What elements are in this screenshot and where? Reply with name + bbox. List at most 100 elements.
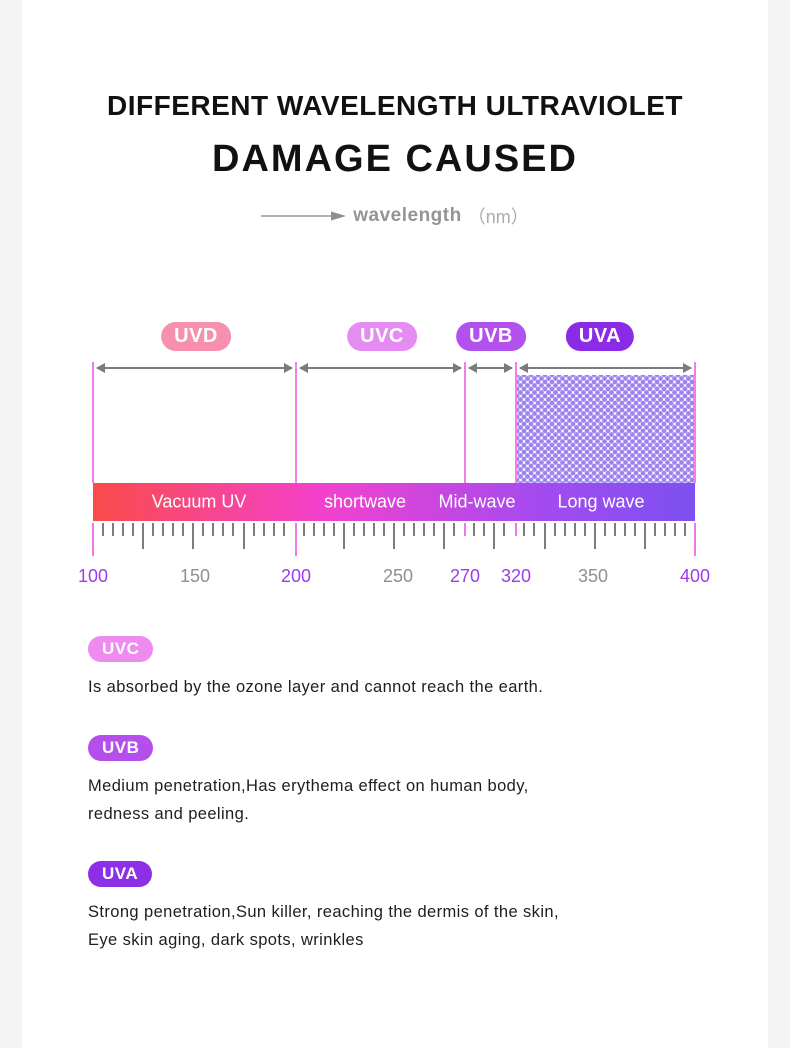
boundary-line-4 <box>694 362 696 483</box>
ruler-tick <box>483 523 486 536</box>
uv-spectrum-chart: Vacuum UV shortwave Mid-wave Long wave UVD U… <box>78 322 710 602</box>
ruler-tick <box>683 523 686 536</box>
ruler-tick <box>182 523 185 536</box>
section-badge-uvb: UVB <box>88 735 154 761</box>
description-section-uvb: UVB Medium penetration,Has erythema effec… <box>88 735 708 828</box>
description-section-uva: UVA Strong penetration,Sun killer, reachi… <box>88 861 708 954</box>
section-badge-uva: UVA <box>88 861 153 887</box>
segment-arrow-uva <box>519 363 692 373</box>
tick-label-200: 200 <box>280 566 312 586</box>
axis-caption-unit: （nm） <box>467 207 529 227</box>
ruler-tick <box>342 523 345 549</box>
ruler-tick <box>533 523 536 536</box>
tick-label-400: 400 <box>679 566 711 586</box>
ruler-tick <box>503 523 506 536</box>
ruler-tick <box>393 523 395 549</box>
ruler-tick <box>643 523 646 549</box>
ruler-tick-boundary <box>515 523 517 536</box>
ruler-tick <box>603 523 606 536</box>
ruler-tick <box>142 523 145 549</box>
ruler-tick <box>312 523 315 536</box>
axis-caption-text: wavelength <box>353 205 462 226</box>
ruler-tick <box>493 523 496 549</box>
ruler-tick-boundary <box>464 523 466 536</box>
ruler-tick-boundary <box>694 523 696 556</box>
ruler-tick <box>543 523 546 549</box>
tick-label-150: 150 <box>179 566 211 586</box>
ruler-tick <box>433 523 436 536</box>
description-section-uvc: UVC Is absorbed by the ozone layer and ca… <box>88 636 708 701</box>
ruler-tick <box>443 523 446 549</box>
axis-caption: wavelength （nm） <box>22 203 768 229</box>
ruler-tick <box>252 523 255 536</box>
tick-label-350: 350 <box>577 566 609 586</box>
ruler-tick <box>132 523 135 536</box>
segment-arrow-uvb <box>468 363 513 373</box>
page-title-line2: DAMAGE CAUSED <box>212 138 578 180</box>
ruler-tick <box>453 523 456 536</box>
band-badge-uva: UVA <box>565 322 635 351</box>
section-text-uvb: Medium penetration,Has erythema effect o… <box>88 777 529 823</box>
ruler-tick <box>623 523 626 536</box>
ruler-tick <box>262 523 265 536</box>
page-title-line1: DIFFERENT WAVELENGTH ULTRAVIOLET <box>107 90 683 121</box>
ruler-tick <box>403 523 406 536</box>
ruler-tick <box>102 523 105 536</box>
ruler-tick <box>663 523 666 536</box>
ruler-tick <box>222 523 225 536</box>
ruler-tick <box>372 523 375 536</box>
ruler-tick <box>232 523 235 536</box>
section-text-uva: Strong penetration,Sun killer, reaching … <box>88 903 559 949</box>
ruler-tick <box>202 523 205 536</box>
ruler-tick <box>382 523 385 536</box>
boundary-line-0 <box>92 362 94 483</box>
ruler-tick <box>673 523 676 536</box>
tick-label-270: 270 <box>449 566 481 586</box>
ruler-tick <box>413 523 416 536</box>
ruler-tick <box>272 523 275 536</box>
tick-label-250: 250 <box>382 566 414 586</box>
band-badge-uvd: UVD <box>161 322 231 351</box>
zone-label-0: Vacuum UV <box>151 491 247 512</box>
ruler-tick <box>212 523 215 536</box>
ruler-tick <box>282 523 285 536</box>
ruler-tick <box>302 523 305 536</box>
uva-hatched-region <box>517 375 695 483</box>
ruler-tick <box>653 523 656 536</box>
band-badge-uvc: UVC <box>347 322 417 351</box>
infographic-card: DIFFERENT WAVELENGTH ULTRAVIOLET DAMAGE … <box>22 0 768 1048</box>
right-arrow-icon <box>261 210 347 222</box>
zone-label-1: shortwave <box>323 491 407 512</box>
band-badge-uvb: UVB <box>456 322 526 351</box>
ruler-tick <box>523 523 526 536</box>
section-badge-uvc: UVC <box>88 636 154 662</box>
section-text-uvc: Is absorbed by the ozone layer and canno… <box>88 678 544 696</box>
ruler-tick <box>563 523 566 536</box>
ruler-tick <box>122 523 125 536</box>
ruler-tick <box>423 523 426 536</box>
boundary-line-1 <box>295 362 297 483</box>
ruler-tick <box>192 523 195 549</box>
tick-label-320: 320 <box>500 566 532 586</box>
segment-arrow-uvc <box>299 363 462 373</box>
ruler-tick <box>242 523 245 549</box>
ruler-tick <box>473 523 476 536</box>
ruler-tick <box>633 523 636 536</box>
ruler-tick-boundary <box>92 523 94 556</box>
zone-label-2: Mid-wave <box>438 491 516 512</box>
ruler-tick-boundary <box>295 523 297 556</box>
segment-arrow-uvd <box>96 363 293 373</box>
boundary-line-2 <box>464 362 466 483</box>
ruler-tick <box>162 523 165 536</box>
ruler-tick <box>593 523 596 549</box>
ruler-tick <box>362 523 365 536</box>
ruler-tick <box>172 523 175 536</box>
ruler-tick <box>352 523 355 536</box>
tick-label-100: 100 <box>77 566 109 586</box>
ruler-tick <box>322 523 325 536</box>
ruler-tick <box>583 523 586 536</box>
ruler-tick <box>152 523 155 536</box>
ruler-tick <box>613 523 616 536</box>
zone-label-3: Long wave <box>557 491 645 512</box>
ruler-tick <box>573 523 576 536</box>
